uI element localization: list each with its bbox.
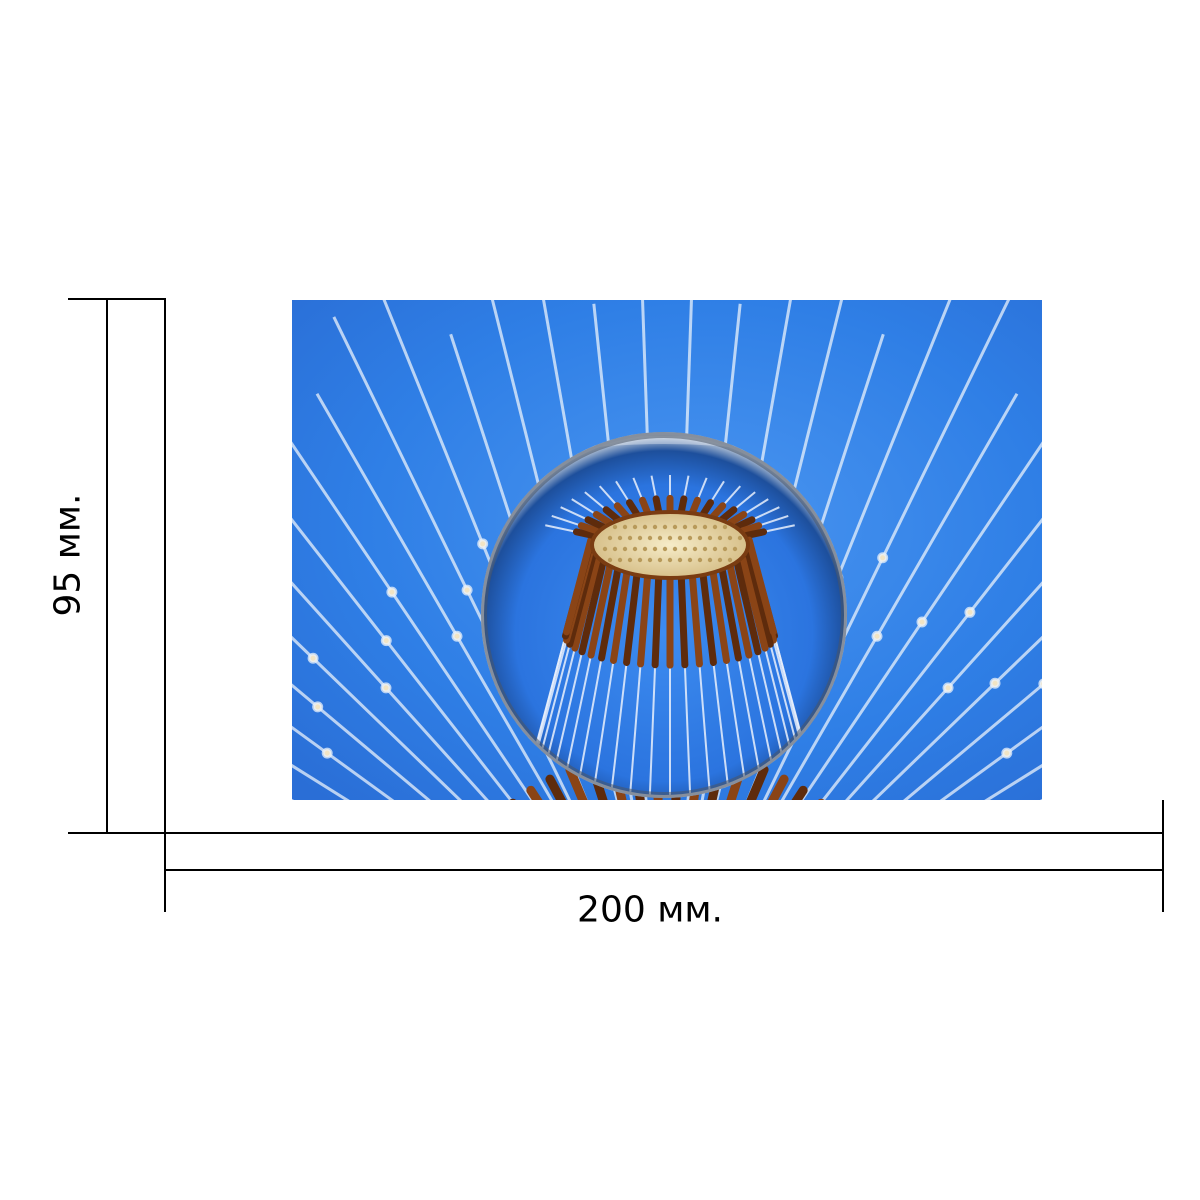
width-dimension-guide [164,832,1164,834]
height-dimension-bottom-tick [68,832,166,834]
width-dimension-right-tick [1162,800,1164,912]
height-dimension-line [106,298,108,834]
height-label: 95 мм. [47,493,89,617]
width-dimension-left-tick [164,800,166,912]
height-dimension-top-tick [68,298,166,300]
width-dimension-line [164,869,1164,871]
height-dimension-guide [164,298,166,834]
width-label: 200 мм. [577,889,723,931]
product-photo [292,300,1042,800]
dandelion-crystal-ball-image [292,300,1042,800]
seed-head [590,510,750,580]
